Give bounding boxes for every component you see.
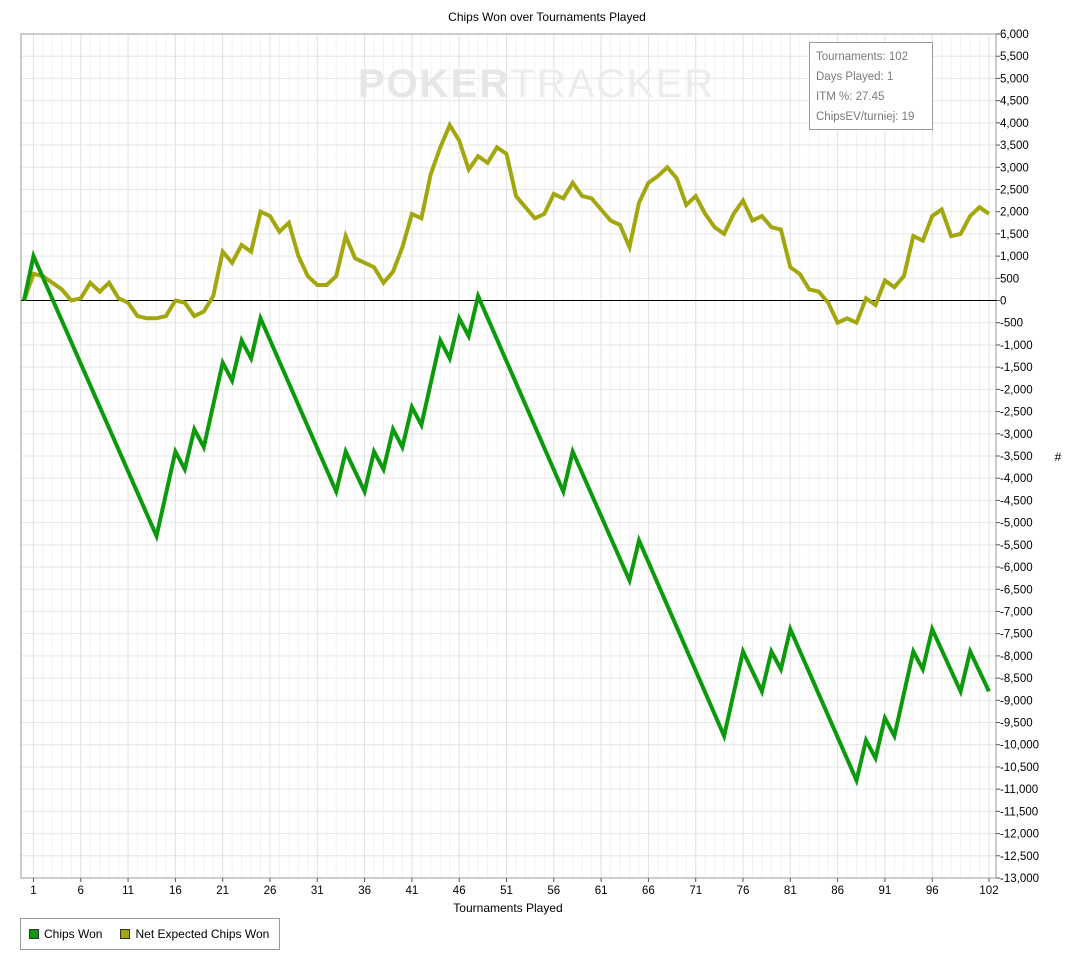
stat-days-played: Days Played: 1 <box>816 71 894 83</box>
y-tick-label: -12,500 <box>1000 851 1039 863</box>
legend-swatch-net-expected-chips-won <box>120 929 131 939</box>
y-tick-label: 6,000 <box>1000 29 1029 41</box>
y-tick-label: -500 <box>1000 318 1023 330</box>
chart-legend: Chips Won Net Expected Chips Won <box>20 918 281 950</box>
x-tick-label: 71 <box>689 885 702 897</box>
y-tick-label: -7,500 <box>1000 629 1033 641</box>
x-tick-label: 26 <box>264 885 277 897</box>
x-tick-label: 21 <box>216 885 229 897</box>
x-tick-label: 61 <box>595 885 608 897</box>
legend-label-chips-won: Chips Won <box>44 927 103 941</box>
x-tick-label: 81 <box>784 885 797 897</box>
y-tick-label: -8,000 <box>1000 651 1033 663</box>
y-tick-label: -9,500 <box>1000 718 1033 730</box>
y-tick-label: 0 <box>1000 296 1006 308</box>
y-tick-label: -8,500 <box>1000 673 1033 685</box>
x-tick-label: 6 <box>78 885 84 897</box>
y-tick-label: 1,000 <box>1000 251 1029 263</box>
legend-swatch-chips-won <box>29 929 39 939</box>
poker-tracker-watermark: POKERTRACKER <box>358 62 715 107</box>
watermark-part-1: POKER <box>358 62 511 106</box>
series-line-net-expected-chips-won <box>22 120 991 326</box>
y-tick-label: -6,500 <box>1000 584 1033 596</box>
y-tick-label: -6,000 <box>1000 562 1033 574</box>
y-tick-label: -1,000 <box>1000 340 1033 352</box>
x-tick-label: 1 <box>30 885 36 897</box>
x-tick-label: 66 <box>642 885 655 897</box>
x-tick-label: 86 <box>831 885 844 897</box>
y-tick-label: 4,500 <box>1000 96 1029 108</box>
x-tick-label: 36 <box>358 885 371 897</box>
x-axis-title: Tournaments Played <box>453 901 562 915</box>
x-tick-label: 102 <box>979 885 998 897</box>
y-tick-label: -11,000 <box>1000 784 1038 796</box>
y-tick-label: 5,000 <box>1000 73 1029 85</box>
y-tick-label: -12,000 <box>1000 829 1039 841</box>
y-tick-label: -3,000 <box>1000 429 1033 441</box>
watermark-part-2: TRACKER <box>510 62 716 106</box>
x-tick-label: 96 <box>926 885 939 897</box>
y-tick-label: 2,500 <box>1000 184 1029 196</box>
stat-chips-ev: ChipsEV/turniej: 19 <box>816 111 915 123</box>
x-tick-label: 41 <box>405 885 418 897</box>
y-tick-label: -2,500 <box>1000 407 1033 419</box>
x-tick-label: 16 <box>169 885 182 897</box>
stat-itm: ITM %: 27.45 <box>816 91 885 103</box>
y-tick-label: -9,000 <box>1000 695 1033 707</box>
x-tick-label: 51 <box>500 885 513 897</box>
chart-title: Chips Won over Tournaments Played <box>448 10 646 24</box>
y-tick-label: -10,500 <box>1000 762 1039 774</box>
y-tick-label: -1,500 <box>1000 362 1033 374</box>
y-tick-label: -4,500 <box>1000 495 1033 507</box>
x-tick-label: 46 <box>453 885 466 897</box>
stats-box: Tournaments: 102 Days Played: 1 ITM %: 2… <box>809 42 933 130</box>
y-tick-label: -13,000 <box>1000 873 1039 885</box>
series-line-chips-won <box>22 249 991 787</box>
y-tick-label: 4,000 <box>1000 118 1029 130</box>
y-tick-label: -4,000 <box>1000 473 1033 485</box>
y-tick-label: -5,000 <box>1000 518 1033 530</box>
x-tick-label: 11 <box>122 885 134 897</box>
y-axis-title: # <box>1055 450 1062 464</box>
y-tick-label: 3,000 <box>1000 162 1029 174</box>
x-tick-label: 31 <box>311 885 324 897</box>
y-tick-label: 500 <box>1000 273 1019 285</box>
y-tick-label: -10,000 <box>1000 740 1039 752</box>
y-tick-label: 2,000 <box>1000 207 1029 219</box>
x-tick-label: 76 <box>737 885 750 897</box>
y-tick-label: 1,500 <box>1000 229 1029 241</box>
legend-item-net-expected-chips-won[interactable]: Net Expected Chips Won <box>120 927 269 941</box>
legend-label-net-expected-chips-won: Net Expected Chips Won <box>135 927 270 941</box>
series-layer <box>22 120 991 787</box>
y-tick-label: -3,500 <box>1000 451 1033 463</box>
y-tick-label: 5,500 <box>1000 51 1029 63</box>
legend-item-chips-won[interactable]: Chips Won <box>29 927 102 941</box>
stat-tournaments: Tournaments: 102 <box>816 51 909 63</box>
y-tick-label: -2,000 <box>1000 384 1033 396</box>
y-tick-label: 3,500 <box>1000 140 1029 152</box>
x-tick-label: 56 <box>547 885 560 897</box>
axis-layer: -13,000 -12,500 -12,000 -11,500 -11,000 -10,5… <box>20 29 1039 897</box>
x-tick-label: 91 <box>879 885 892 897</box>
y-tick-label: -7,000 <box>1000 606 1033 618</box>
y-tick-label: -11,500 <box>1000 806 1038 818</box>
y-tick-label: -5,500 <box>1000 540 1033 552</box>
